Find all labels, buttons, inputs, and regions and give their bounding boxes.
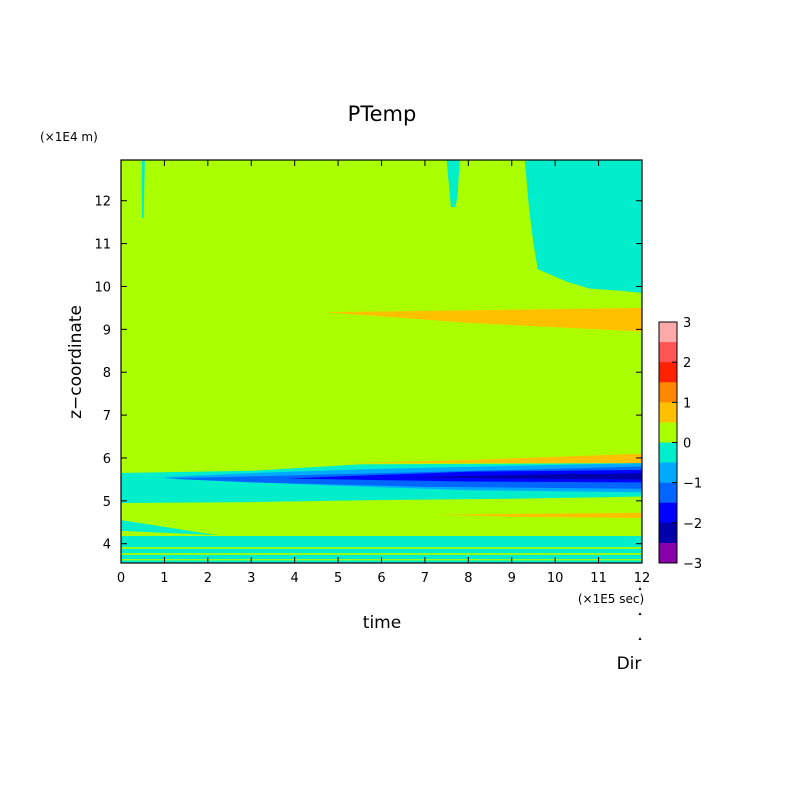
colorbar-tick-label: −2 <box>683 517 702 532</box>
colorbar-swatch <box>659 382 677 403</box>
colorbar-tick-label: 3 <box>683 316 691 331</box>
contour-region-orange-band-9 <box>325 307 642 332</box>
x-tick-label: 5 <box>334 571 342 586</box>
x-tick-label: 4 <box>291 571 299 586</box>
y-tick-label: 6 <box>103 452 111 467</box>
contour-region-navy-core <box>403 473 642 480</box>
colorbar-swatch <box>659 482 677 504</box>
y-axis-title: z−coordinate <box>66 305 86 419</box>
colorbar-swatch <box>659 442 677 463</box>
x-tick-label: 10 <box>547 571 564 586</box>
colorbar-swatch <box>659 522 677 544</box>
contour-region-green-line-2 <box>121 553 642 555</box>
colorbar-tick-label: −1 <box>683 477 702 492</box>
colorbar-tick-label: −3 <box>683 557 702 572</box>
x-tick-label: 11 <box>590 571 607 586</box>
colorbar-swatch <box>659 422 677 443</box>
contour-region-green-line-1 <box>121 547 642 549</box>
y-tick-label: 11 <box>94 238 111 253</box>
x-axis-title: time <box>363 613 401 633</box>
y-axis-multiplier: (×1E4 m) <box>40 130 98 144</box>
y-tick-label: 5 <box>103 495 111 510</box>
colorbar-swatch <box>659 322 677 343</box>
x-tick-label: 12 <box>634 571 651 586</box>
y-tick-label: 10 <box>94 280 111 295</box>
x-tick-label: 3 <box>247 571 255 586</box>
x-tick-label: 6 <box>377 571 385 586</box>
x-tick-label: 7 <box>421 571 429 586</box>
colorbar-swatch <box>659 342 677 363</box>
y-axis: 4 5 6 7 8 9 10 11 12 <box>94 195 642 553</box>
x-tick-label: 0 <box>117 571 125 586</box>
colorbar-swatch <box>659 402 677 423</box>
x-tick-label: 8 <box>464 571 472 586</box>
plot-area <box>120 159 643 564</box>
colorbar-swatch <box>659 502 677 524</box>
contour-region-cyan-streak-a <box>141 160 145 218</box>
y-tick-label: 12 <box>94 195 111 210</box>
colorbar-tick-label: 1 <box>683 396 691 411</box>
y-tick-label: 4 <box>103 538 111 553</box>
x-tick-label: 2 <box>204 571 212 586</box>
direction-arrow-marks <box>638 587 642 640</box>
contour-region-orange-band-6 <box>338 453 642 464</box>
x-axis-multiplier: (×1E5 sec) <box>578 592 644 606</box>
x-axis: 0 1 2 3 4 5 6 7 8 9 10 11 12 <box>117 160 650 586</box>
colorbar-tick-label: 0 <box>683 437 691 452</box>
y-tick-label: 9 <box>103 323 111 338</box>
contour-region-cyan-lower-block <box>121 536 642 563</box>
x-tick-label: 9 <box>508 571 516 586</box>
colorbar-tick-label: 2 <box>683 356 691 371</box>
contour-region-cyan-streak-b <box>446 160 460 208</box>
colorbar-swatch <box>659 362 677 383</box>
x-tick-label: 1 <box>160 571 168 586</box>
contour-region-orange-lower-sliver <box>437 512 642 518</box>
y-tick-label: 7 <box>103 409 111 424</box>
colorbar-swatch <box>659 462 677 483</box>
chart-title: PTemp <box>348 102 417 126</box>
contour-region-cyan-lower-wedge <box>121 520 217 536</box>
y-tick-label: 8 <box>103 366 111 381</box>
contour-region-cyan-upper-right <box>524 160 642 293</box>
direction-label: Dir <box>617 654 642 674</box>
colorbar: 3 2 1 0 −1 −2 −3 <box>658 316 702 572</box>
colorbar-swatch <box>659 542 677 564</box>
